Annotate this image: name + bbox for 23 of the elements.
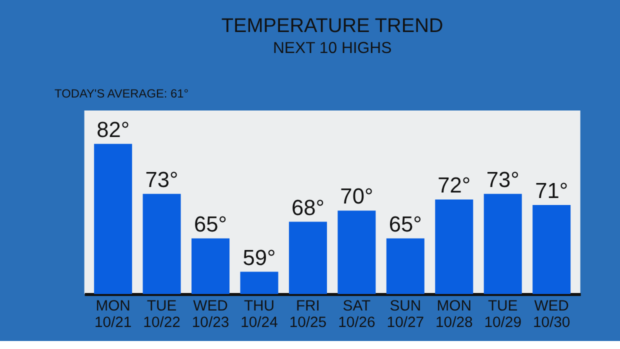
data-label: 59° <box>242 244 276 270</box>
x-tick-label: WED 10/23 <box>192 298 230 332</box>
data-label: 71° <box>535 178 568 204</box>
x-tick-label: FRI 10/25 <box>289 298 327 332</box>
chart-subtitle: NEXT 10 HIGHS <box>272 40 392 57</box>
text: TODAY'S AVERAGE: 61° <box>54 86 189 101</box>
chart-title: TEMPERATURE TREND <box>221 15 444 38</box>
x-tick-label: SUN 10/27 <box>386 298 424 332</box>
x-tick-label: WED 10/30 <box>532 298 570 332</box>
data-label: 73° <box>486 166 520 192</box>
x-tick-label: TUE 10/29 <box>484 298 522 332</box>
data-label: 68° <box>291 194 324 220</box>
x-tick-label: MON 10/28 <box>436 298 473 332</box>
x-tick-label: TUE 10/22 <box>143 298 180 332</box>
data-label: 65° <box>194 211 228 236</box>
data-label: 82° <box>96 116 130 142</box>
data-label: 70° <box>340 184 374 209</box>
data-label: 73° <box>145 166 178 192</box>
data-label: 72° <box>438 172 471 198</box>
x-tick-label: MON 10/21 <box>94 298 132 332</box>
data-label: 65° <box>388 211 422 236</box>
x-tick-label: THU 10/24 <box>240 298 278 332</box>
x-tick-label: SAT 10/26 <box>338 298 376 332</box>
